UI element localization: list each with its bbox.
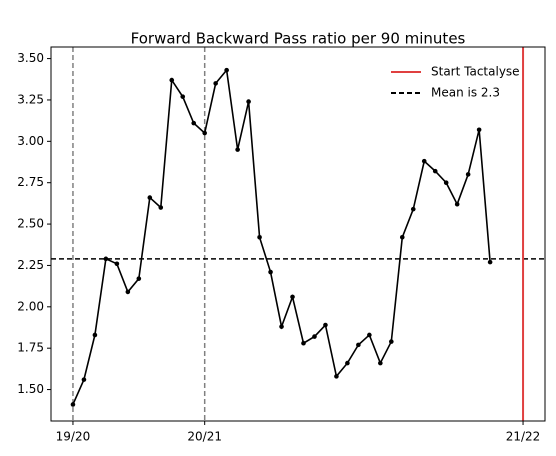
data-point (421, 158, 427, 164)
data-point (268, 269, 273, 275)
data-point (356, 342, 361, 348)
y-tick-label: 3.00 (17, 134, 44, 148)
data-point (169, 77, 175, 83)
data-point (136, 276, 142, 281)
data-point (312, 334, 317, 339)
data-point (125, 289, 131, 295)
data-point (114, 261, 120, 267)
data-point (378, 360, 383, 366)
data-point (202, 130, 207, 136)
chart-title: Forward Backward Pass ratio per 90 minut… (131, 30, 466, 48)
legend-label: Mean is 2.3 (431, 86, 500, 100)
data-point (389, 339, 394, 344)
data-point (290, 294, 295, 300)
data-point (410, 206, 416, 212)
data-point (345, 360, 350, 366)
data-point (180, 94, 186, 99)
y-tick-label: 2.50 (17, 217, 44, 231)
y-tick-label: 3.25 (17, 92, 44, 106)
data-point (476, 127, 482, 133)
data-point (224, 67, 229, 73)
x-tick-label: 20/21 (187, 430, 222, 444)
data-point (213, 81, 218, 86)
y-tick-label: 3.50 (17, 51, 44, 65)
data-point (235, 147, 240, 152)
data-line (72, 68, 491, 405)
data-point (158, 205, 164, 210)
data-point (279, 324, 284, 329)
y-tick-label: 2.00 (17, 299, 44, 313)
data-point (191, 120, 197, 126)
x-tick-label: 21/22 (506, 430, 541, 444)
data-point (399, 235, 405, 240)
data-point (432, 168, 438, 174)
data-point (147, 195, 153, 200)
y-tick-label: 1.75 (17, 341, 44, 355)
data-point (334, 374, 339, 379)
data-point (246, 99, 251, 104)
data-point (465, 172, 471, 177)
x-tick-label: 19/20 (56, 430, 91, 444)
data-point (443, 180, 449, 185)
data-point (92, 332, 98, 338)
y-tick-label: 2.25 (17, 258, 44, 272)
y-tick-label: 1.50 (17, 382, 44, 396)
data-point (257, 235, 262, 240)
data-point (301, 340, 306, 346)
data-point (323, 322, 328, 328)
legend-label: Start Tactalyse (431, 65, 520, 79)
data-point (367, 332, 372, 338)
data-point (454, 201, 460, 207)
y-tick-label: 2.75 (17, 175, 44, 189)
data-point (81, 377, 87, 382)
data-point (70, 402, 76, 407)
data-point (487, 259, 493, 265)
data-point (103, 256, 109, 262)
plot-frame (50, 46, 546, 422)
